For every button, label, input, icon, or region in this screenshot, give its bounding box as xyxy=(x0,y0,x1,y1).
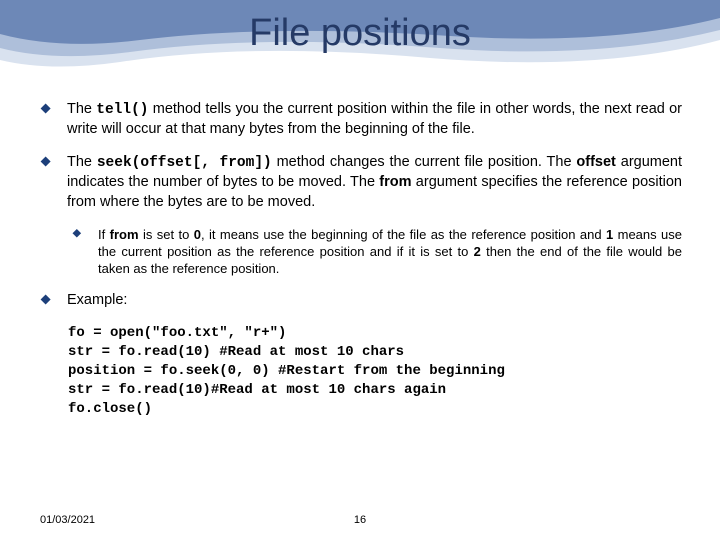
inline-code: tell() xyxy=(96,102,148,118)
footer-page-number: 16 xyxy=(354,514,366,526)
bullet-text: If from is set to 0, it means use the be… xyxy=(98,226,682,277)
code-line: str = fo.read(10)#Read at most 10 chars … xyxy=(68,382,446,398)
code-block: fo = open("foo.txt", "r+") str = fo.read… xyxy=(68,324,682,418)
bullet-marker-icon: ⯁ xyxy=(40,157,51,168)
footer-date: 01/03/2021 xyxy=(40,514,95,526)
bullet-text: The tell() method tells you the current … xyxy=(67,100,682,139)
code-line: fo = open("foo.txt", "r+") xyxy=(68,325,286,341)
bullet-item: ⯁ The seek(offset[, from]) method change… xyxy=(40,153,682,211)
bullet-marker-icon: ⯁ xyxy=(40,295,51,306)
slide-title: File positions xyxy=(0,12,720,55)
inline-code: seek(offset[, from]) xyxy=(97,155,272,171)
code-line: fo.close() xyxy=(68,401,152,417)
code-line: position = fo.seek(0, 0) #Restart from t… xyxy=(68,363,505,379)
code-line: str = fo.read(10) #Read at most 10 chars xyxy=(68,344,404,360)
bullet-text: The seek(offset[, from]) method changes … xyxy=(67,153,682,211)
bullet-text: Example: xyxy=(67,291,682,310)
bullet-item-nested: ⯁ If from is set to 0, it means use the … xyxy=(72,226,682,277)
slide-content: ⯁ The tell() method tells you the curren… xyxy=(40,100,682,419)
bullet-item: ⯁ Example: xyxy=(40,291,682,310)
bullet-marker-icon: ⯁ xyxy=(40,104,51,115)
bullet-marker-icon: ⯁ xyxy=(72,229,82,239)
bullet-item: ⯁ The tell() method tells you the curren… xyxy=(40,100,682,139)
